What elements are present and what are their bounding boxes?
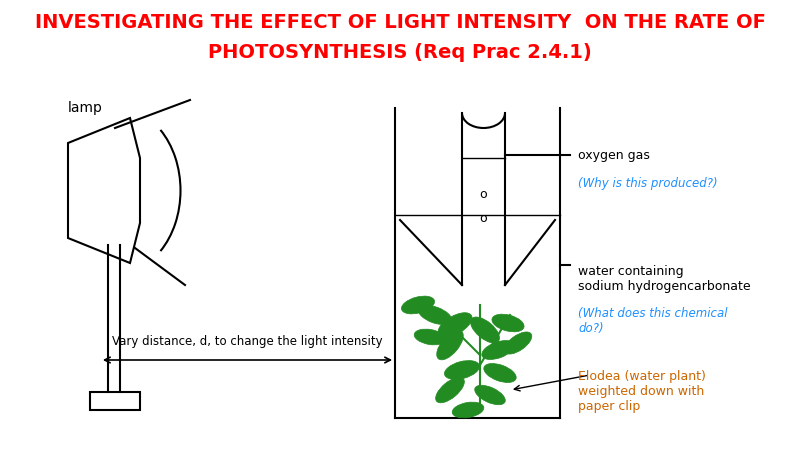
Text: INVESTIGATING THE EFFECT OF LIGHT INTENSITY  ON THE RATE OF: INVESTIGATING THE EFFECT OF LIGHT INTENS… xyxy=(34,13,766,32)
Text: (What does this chemical
do?): (What does this chemical do?) xyxy=(578,307,727,335)
Ellipse shape xyxy=(437,330,463,360)
Text: PHOTOSYNTHESIS (Req Prac 2.4.1): PHOTOSYNTHESIS (Req Prac 2.4.1) xyxy=(208,42,592,62)
Text: water containing
sodium hydrogencarbonate: water containing sodium hydrogencarbonat… xyxy=(578,265,750,293)
Ellipse shape xyxy=(492,314,524,332)
Text: Vary distance, d, to change the light intensity: Vary distance, d, to change the light in… xyxy=(112,335,383,348)
Ellipse shape xyxy=(438,313,472,338)
Ellipse shape xyxy=(436,377,464,403)
Ellipse shape xyxy=(414,329,446,345)
Ellipse shape xyxy=(445,360,479,379)
Text: (Why is this produced?): (Why is this produced?) xyxy=(578,177,718,190)
Ellipse shape xyxy=(484,364,516,382)
Text: lamp: lamp xyxy=(68,101,103,115)
Text: o: o xyxy=(480,189,487,202)
Text: o: o xyxy=(480,212,487,225)
Ellipse shape xyxy=(402,296,434,314)
Text: Elodea (water plant)
weighted down with
paper clip: Elodea (water plant) weighted down with … xyxy=(578,370,706,413)
Bar xyxy=(90,392,140,410)
Ellipse shape xyxy=(452,402,484,418)
Polygon shape xyxy=(68,118,140,263)
Ellipse shape xyxy=(504,332,532,354)
Text: oxygen gas: oxygen gas xyxy=(578,148,650,162)
Ellipse shape xyxy=(474,385,506,405)
Ellipse shape xyxy=(418,306,452,324)
Ellipse shape xyxy=(470,317,499,343)
Ellipse shape xyxy=(482,341,514,360)
